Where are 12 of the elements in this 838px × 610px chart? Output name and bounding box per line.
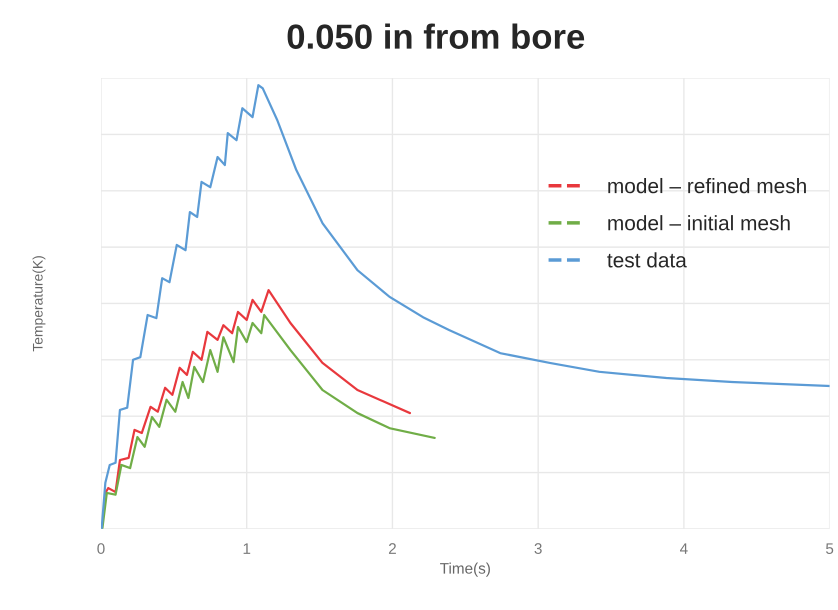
chart-title: 0.050 in from bore: [288, 23, 584, 49]
x-tick-label: 0: [97, 543, 105, 554]
x-tick-label: 5: [826, 543, 834, 554]
x-axis-title: Time(s): [440, 562, 490, 577]
legend-label: model – refined mesh: [608, 178, 806, 194]
x-tick-label: 2: [388, 543, 396, 554]
legend-label: test data: [607, 252, 687, 268]
x-tick-label: 1: [244, 543, 250, 554]
y-axis-title: Temperature(K): [32, 256, 46, 352]
x-tick-label: 4: [680, 543, 688, 554]
legend-label: model – initial mesh: [608, 215, 790, 230]
x-tick-label: 3: [534, 543, 542, 554]
